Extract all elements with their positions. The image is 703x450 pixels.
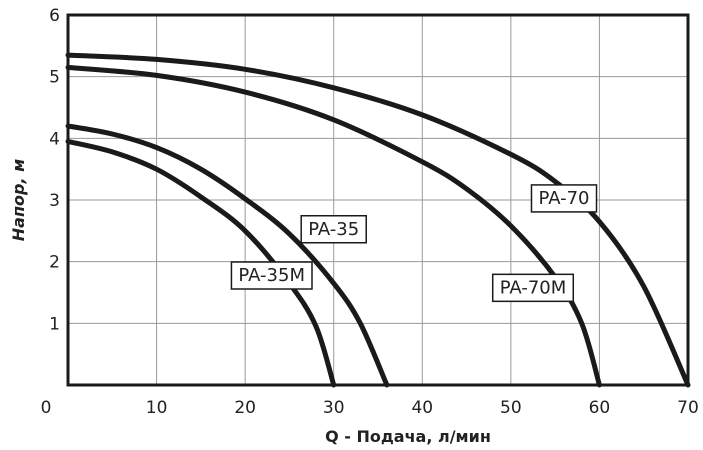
curve-label: PA-35 bbox=[300, 215, 367, 244]
curve-label-text: PA-70M bbox=[500, 277, 567, 298]
y-axis-label: Напор, м bbox=[9, 159, 28, 241]
curves bbox=[65, 52, 691, 388]
curve-labels: PA-70 PA-70M PA-35 PA-35M bbox=[230, 184, 598, 303]
y-tick-label: 2 bbox=[49, 253, 60, 273]
curve-label-text: PA-35M bbox=[238, 265, 305, 286]
curve-label: PA-70M bbox=[491, 273, 575, 303]
curve-label-box bbox=[300, 215, 367, 244]
x-tick-label: 50 bbox=[500, 398, 522, 418]
y-tick-label: 4 bbox=[49, 129, 60, 149]
curve-label-box bbox=[491, 273, 575, 303]
curve-label: PA-35M bbox=[230, 261, 313, 290]
x-axis-label: Q - Подача, л/мин bbox=[325, 427, 491, 446]
curve-label-box bbox=[230, 261, 313, 290]
x-tick-label: 20 bbox=[234, 398, 256, 418]
series-line-pa-35 bbox=[65, 123, 390, 388]
x-tick-label: 70 bbox=[677, 398, 699, 418]
y-tick-label: 5 bbox=[49, 68, 60, 88]
tick-labels: 0 10 20 30 40 50 60 70 1 2 3 4 5 6 bbox=[41, 6, 699, 418]
x-tick-label: 30 bbox=[323, 398, 345, 418]
x-tick-label: 60 bbox=[589, 398, 611, 418]
y-tick-label: 3 bbox=[49, 191, 60, 211]
plot-frame bbox=[66, 13, 690, 387]
curve-label-text: PA-70 bbox=[538, 188, 589, 209]
y-tick-label: 1 bbox=[49, 314, 60, 334]
curve-label: PA-70 bbox=[530, 184, 598, 213]
x-tick-label: 0 bbox=[41, 398, 52, 418]
x-tick-label: 40 bbox=[411, 398, 433, 418]
y-tick-label: 6 bbox=[49, 6, 60, 26]
x-tick-label: 10 bbox=[146, 398, 168, 418]
curve-label-box bbox=[530, 184, 598, 213]
series-line-pa-35m bbox=[65, 138, 337, 388]
curve-label-text: PA-35 bbox=[308, 219, 359, 240]
series-line-pa-70 bbox=[65, 52, 691, 388]
